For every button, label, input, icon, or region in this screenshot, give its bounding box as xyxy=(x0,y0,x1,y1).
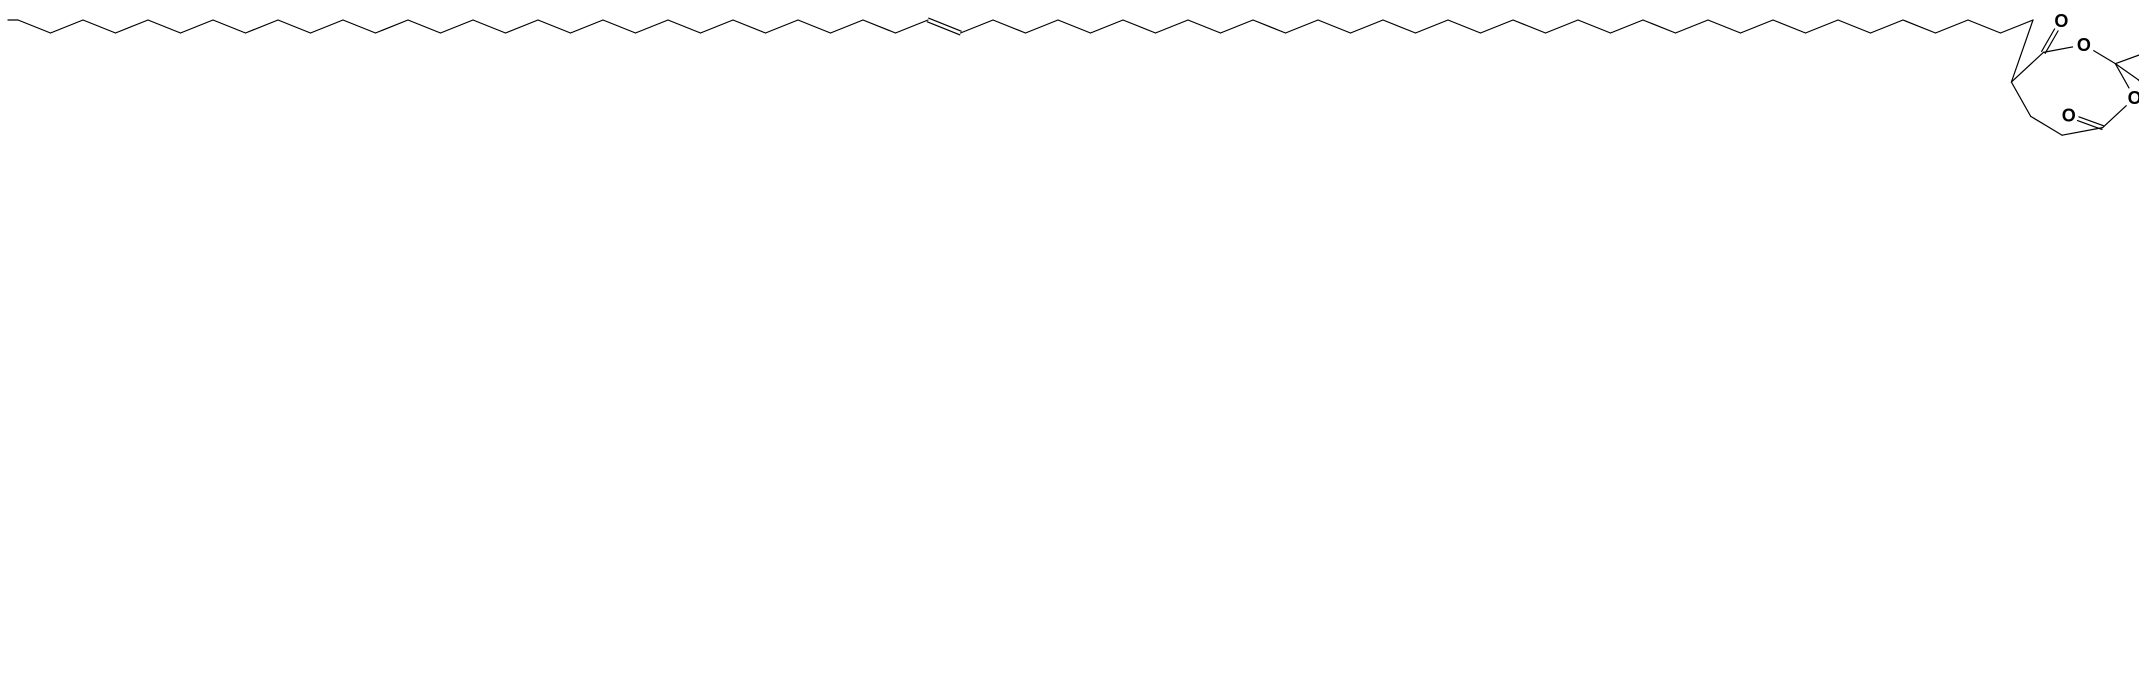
atom-labels: OOOOOHOH xyxy=(2054,11,2139,125)
svg-text:O: O xyxy=(2077,35,2091,55)
bond-lines xyxy=(8,18,2139,135)
svg-text:O: O xyxy=(2128,88,2139,108)
molecule-canvas: OOOOOHOH xyxy=(0,0,2139,674)
svg-text:O: O xyxy=(2062,105,2076,125)
svg-text:O: O xyxy=(2054,11,2068,31)
